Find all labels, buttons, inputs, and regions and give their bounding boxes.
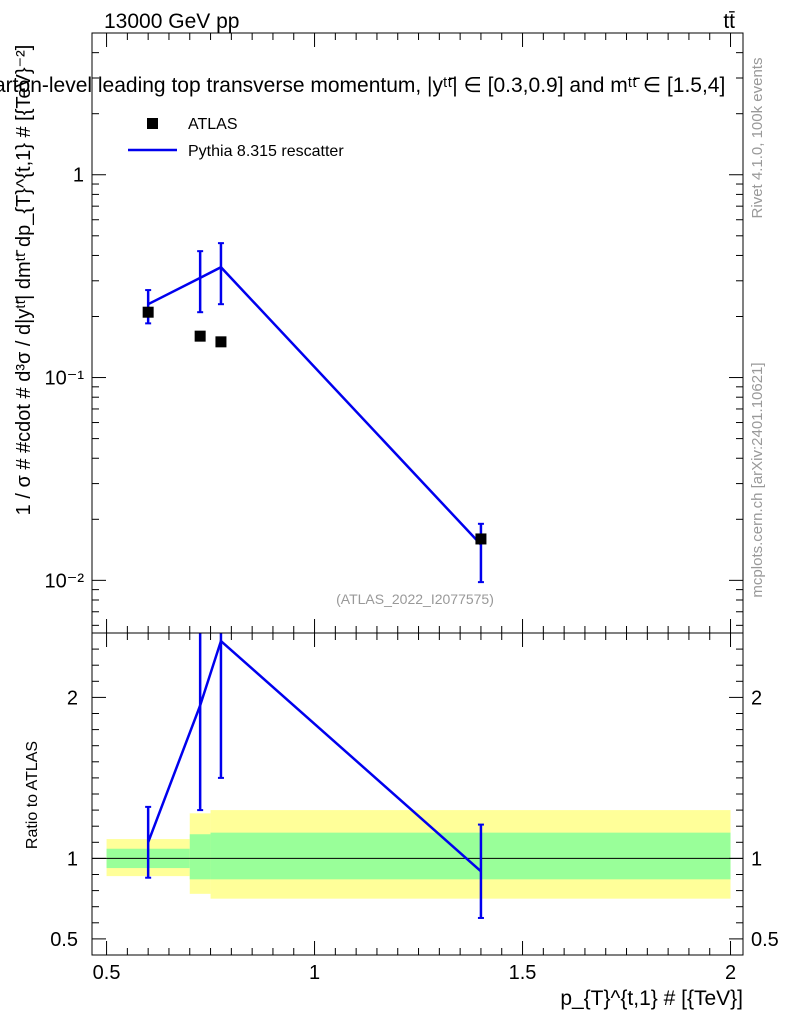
x-axis-label: p_{T}^{t,1} # [{TeV}] [560, 987, 743, 1010]
atlas-data-point [142, 306, 154, 318]
ratio-y-tick-labels: 0.5 0.5 1 1 2 2 [50, 687, 779, 951]
atlas-data-point [475, 533, 487, 545]
ratio-uncertainty-bands [106, 810, 731, 899]
legend: ATLAS Pythia 8.315 rescatter [128, 116, 344, 160]
x-tick-label: 1 [309, 962, 320, 984]
ratio-axis-ticks [92, 633, 743, 955]
energy-label: 13000 GeV pp [104, 10, 239, 33]
legend-atlas-marker [147, 118, 158, 129]
ratio-y-axis-label: Ratio to ATLAS [24, 741, 41, 849]
ratio-pythia-line [146, 638, 482, 873]
legend-pythia-label: Pythia 8.315 rescatter [188, 143, 344, 160]
main-axis-ticks [92, 32, 743, 633]
ratio-y-tick-label-left: 0.5 [50, 929, 78, 951]
main-y-tick-label: 10⁻¹ [45, 368, 85, 390]
process-label: tt̄ [723, 10, 735, 33]
ratio-band-inner [189, 834, 211, 880]
main-y-tick-label: 10⁻² [45, 570, 85, 592]
x-tick-labels: 0.5 1 1.5 2 [93, 962, 736, 984]
legend-atlas-label: ATLAS [188, 116, 238, 133]
atlas-data-point [215, 336, 227, 348]
ratio-y-tick-label-left: 2 [67, 687, 78, 709]
plot-title: Parton-level leading top transverse mome… [0, 74, 725, 97]
main-series [142, 242, 487, 584]
analysis-watermark: (ATLAS_2022_I2077575) [336, 591, 494, 607]
rivet-side-label: Rivet 4.1.0, 100k events [749, 58, 766, 219]
ratio-series [145, 633, 484, 919]
ratio-y-tick-label-right: 2 [751, 687, 762, 709]
ratio-y-tick-label-right: 0.5 [751, 929, 779, 951]
pythia-line [147, 265, 482, 546]
ratio-panel: 0.5 0.5 1 1 2 2 0.5 1 1.5 2 [50, 632, 779, 984]
main-y-tick-label: 1 [73, 165, 84, 187]
ratio-y-tick-label-right: 1 [751, 848, 762, 870]
main-y-axis-label: 1 / σ # #cdot # d³σ / d|yᵗᵗ̄| dmᵗᵗ̄ dp_{… [13, 45, 35, 516]
x-tick-label: 0.5 [93, 962, 121, 984]
x-tick-label: 2 [725, 962, 736, 984]
atlas-data-point [194, 330, 206, 342]
x-tick-label: 1.5 [509, 962, 537, 984]
ratio-band-inner [210, 832, 731, 880]
ratio-y-tick-label-left: 1 [67, 848, 78, 870]
mcplots-side-label: mcplots.cern.ch [arXiv:2401.10621] [749, 362, 766, 597]
ratio-frame [91, 632, 744, 956]
main-y-tick-labels: 10⁻² 10⁻¹ 1 [45, 165, 85, 593]
